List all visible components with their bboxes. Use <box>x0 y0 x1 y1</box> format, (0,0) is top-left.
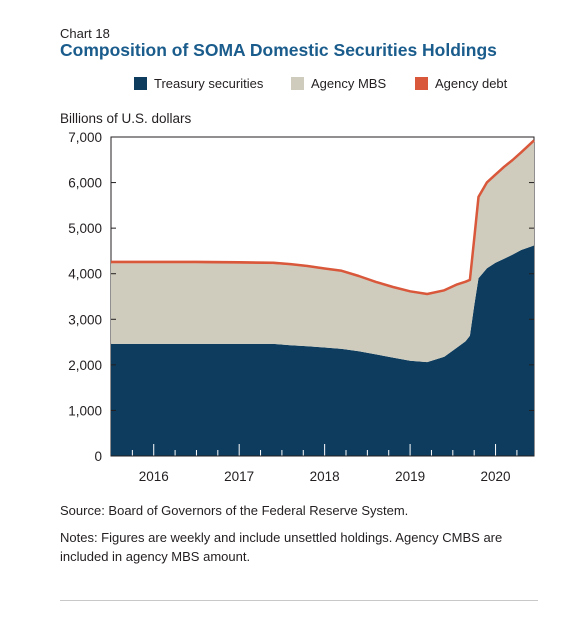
chart-title: Composition of SOMA Domestic Securities … <box>60 40 497 60</box>
legend-item-agency-debt: Agency debt <box>415 76 507 91</box>
legend-label-mbs: Agency MBS <box>311 76 387 91</box>
agency-mbs-area <box>111 140 534 363</box>
legend-label-agency-debt: Agency debt <box>435 76 508 91</box>
legend-swatch-mbs <box>291 77 304 90</box>
source-note: Source: Board of Governors of the Federa… <box>60 503 409 518</box>
y-tick-label: 0 <box>94 449 102 464</box>
y-tick-label: 3,000 <box>68 312 102 327</box>
axes: 0 1,000 2,000 3,000 4,000 5,000 6,000 7,000 2016… <box>68 130 534 484</box>
x-tick-label: 2016 <box>139 469 169 484</box>
legend-item-mbs: Agency MBS <box>291 76 386 91</box>
y-axis-unit-label: Billions of U.S. dollars <box>60 111 192 126</box>
x-tick-label: 2017 <box>224 469 254 484</box>
y-tick-label: 6,000 <box>68 176 102 191</box>
y-tick-label: 1,000 <box>68 403 102 418</box>
chart-number: Chart 18 <box>60 26 110 41</box>
legend-swatch-agency-debt <box>415 77 428 90</box>
legend: Treasury securities Agency MBS Agency de… <box>134 76 534 94</box>
series-areas <box>111 139 535 456</box>
y-tick-label: 4,000 <box>68 267 102 282</box>
y-tick-label: 2,000 <box>68 358 102 373</box>
y-tick-label: 5,000 <box>68 221 102 236</box>
y-tick-label: 7,000 <box>68 130 102 145</box>
x-tick-label: 2020 <box>481 469 511 484</box>
agency-debt-line <box>111 139 535 296</box>
notes-text: Notes: Figures are weekly and include un… <box>60 530 503 564</box>
x-tick-label: 2018 <box>310 469 340 484</box>
treasury-area <box>111 245 534 456</box>
bottom-divider <box>60 600 538 601</box>
legend-item-treasury: Treasury securities <box>134 76 263 91</box>
legend-swatch-treasury <box>134 77 147 90</box>
legend-label-treasury: Treasury securities <box>154 76 264 91</box>
x-tick-label: 2019 <box>395 469 425 484</box>
